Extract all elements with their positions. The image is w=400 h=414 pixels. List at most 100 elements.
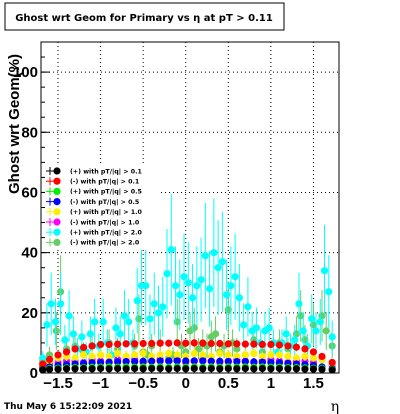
data-point [258,340,266,349]
data-point [301,352,309,361]
data-point [240,321,248,329]
data-point [210,249,218,257]
data-point [218,258,226,266]
data-point [284,365,292,373]
data-point [39,360,47,368]
legend-box [45,165,161,250]
data-point [156,351,164,359]
data-point [79,364,88,373]
data-point [131,340,139,348]
data-point [231,273,239,281]
x-tick-label: 1 [267,375,275,392]
data-point [223,291,231,299]
legend-label: (-) with pT/|q| > 0.5 [70,199,139,207]
data-point [114,358,122,366]
data-point [190,324,198,332]
data-point [216,349,224,358]
legend-label: (-) with pT/|q| > 2.0 [70,240,140,248]
data-point [122,352,130,361]
data-point [173,339,181,347]
data-point [173,357,181,365]
legend-label: (+) with pT/|q| > 0.5 [70,189,142,197]
data-point [292,365,301,373]
data-point [199,365,207,373]
data-point [328,358,336,367]
data-point [284,342,292,350]
data-point [241,340,249,348]
data-point [216,339,224,348]
data-point [79,351,88,359]
data-point [114,349,122,358]
data-point [265,324,273,332]
legend-marker [53,198,61,206]
data-point [148,364,156,373]
data-point [131,364,139,373]
data-point [62,348,71,356]
data-point [292,354,301,362]
data-point [190,364,198,373]
data-point [322,327,330,335]
data-point [328,333,336,341]
data-point [112,324,120,332]
data-point [318,352,326,361]
data-point [275,341,283,349]
data-point [71,354,79,362]
data-point [201,252,209,260]
legend-marker [53,177,61,185]
data-point [295,300,303,308]
data-point [142,282,150,290]
data-point [308,315,316,323]
data-point [47,300,55,308]
data-point [188,294,197,302]
data-point [325,288,333,296]
data-point [184,279,192,287]
x-tick-label: −1 [92,375,109,392]
data-point [139,339,147,348]
data-point [105,340,113,349]
data-point [250,340,258,348]
data-point [207,364,215,373]
data-point [316,318,324,326]
data-point [275,364,283,373]
data-point [190,349,198,358]
data-point [116,330,124,338]
data-point [54,351,62,359]
legend-marker [53,238,61,246]
data-point [241,351,249,359]
data-point [120,312,129,320]
data-point [88,342,96,350]
data-point [258,352,266,361]
data-point [309,365,318,373]
data-point [211,330,220,338]
data-point [122,365,130,373]
data-point [250,358,258,366]
x-tick-label: 0.5 [218,375,239,392]
data-point [159,303,167,311]
data-point [291,336,299,344]
data-point [131,357,139,366]
data-point [233,365,241,373]
data-point [216,357,224,365]
data-point [39,354,47,362]
data-point [176,291,184,299]
legend-marker [53,167,61,175]
data-point [78,333,86,341]
y-tick-labels: 0 20 40 60 80 100 [13,64,38,382]
data-point [105,352,113,361]
data-point [97,364,105,373]
data-point [133,297,141,305]
legend-marker [53,208,61,216]
data-point [156,357,164,365]
legend: (+) with pT/|q| > 0.1 (-) with pT/|q| > 0… [45,165,161,250]
data-point [173,351,181,359]
data-point [165,339,173,347]
data-point [233,352,241,361]
legend-marker [53,218,61,226]
data-point [199,357,207,365]
data-point [301,365,309,373]
data-point [233,357,241,366]
data-point [139,357,147,365]
data-point [275,351,283,359]
data-point [252,324,261,332]
series-group [39,364,336,374]
